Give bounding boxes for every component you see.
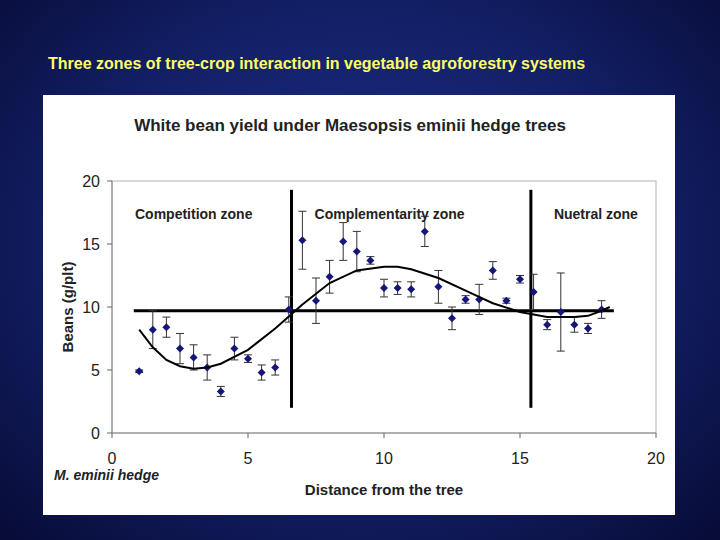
x-tick bbox=[112, 433, 113, 438]
zone-boundary bbox=[290, 190, 293, 408]
chart-title: White bean yield under Maesopsis eminii … bbox=[134, 116, 566, 135]
data-point bbox=[353, 248, 361, 256]
data-point bbox=[502, 297, 510, 305]
error-bar bbox=[462, 296, 470, 304]
slide-title: Three zones of tree-crop interaction in … bbox=[48, 55, 585, 72]
data-point bbox=[584, 324, 592, 332]
error-bar bbox=[557, 273, 565, 351]
error-bar bbox=[366, 257, 374, 265]
data-point bbox=[162, 323, 170, 331]
horizontal-reference-line bbox=[134, 309, 614, 312]
x-tick-label: 10 bbox=[375, 450, 393, 467]
y-tick-label: 10 bbox=[82, 299, 100, 316]
error-bar bbox=[407, 282, 415, 297]
y-axis-label: Beans (g/plt) bbox=[59, 262, 76, 353]
error-bar bbox=[271, 360, 279, 375]
data-point bbox=[271, 363, 279, 371]
data-point bbox=[258, 369, 266, 377]
x-tick-label: 5 bbox=[244, 450, 253, 467]
error-bar bbox=[326, 260, 334, 293]
y-tick-label: 5 bbox=[91, 362, 100, 379]
data-point bbox=[176, 345, 184, 353]
data-point bbox=[135, 367, 143, 375]
error-bar bbox=[475, 284, 483, 314]
origin-label: M. eminii hedge bbox=[54, 467, 159, 483]
data-point bbox=[326, 273, 334, 281]
data-point bbox=[244, 355, 252, 363]
data-point bbox=[149, 326, 157, 334]
error-bar bbox=[394, 282, 402, 295]
error-bar bbox=[190, 345, 198, 370]
zone-label: Complementarity zone bbox=[315, 206, 465, 222]
data-point bbox=[434, 283, 442, 291]
data-point bbox=[557, 308, 565, 316]
x-axis-label: Distance from the tree bbox=[305, 481, 463, 498]
data-point bbox=[298, 236, 306, 244]
x-tick-label: 15 bbox=[511, 450, 529, 467]
error-bar bbox=[339, 223, 347, 261]
data-point bbox=[462, 295, 470, 303]
trend-line bbox=[139, 267, 610, 369]
error-bar bbox=[162, 317, 170, 337]
plot-frame bbox=[112, 181, 656, 433]
data-point bbox=[407, 285, 415, 293]
plot-data bbox=[134, 190, 614, 408]
chart-panel bbox=[43, 95, 675, 515]
y-tick bbox=[107, 370, 112, 371]
data-point bbox=[543, 321, 551, 329]
data-point bbox=[339, 237, 347, 245]
y-tick-label: 15 bbox=[82, 236, 100, 253]
data-point bbox=[217, 387, 225, 395]
zone-label: Competition zone bbox=[135, 206, 253, 222]
error-bar bbox=[489, 262, 497, 280]
y-tick-label: 0 bbox=[91, 425, 100, 442]
error-bar bbox=[434, 270, 442, 303]
error-bar bbox=[530, 274, 538, 309]
y-tick bbox=[107, 244, 112, 245]
y-tick bbox=[107, 433, 112, 434]
x-tick-label: 0 bbox=[108, 450, 117, 467]
data-point bbox=[570, 321, 578, 329]
x-tick bbox=[248, 433, 249, 438]
zone-boundary bbox=[529, 190, 532, 408]
error-bar bbox=[217, 386, 225, 396]
data-point bbox=[394, 284, 402, 292]
zone-label: Nuetral zone bbox=[554, 206, 638, 222]
x-tick bbox=[520, 433, 521, 438]
error-bar bbox=[380, 279, 388, 297]
error-bar bbox=[298, 211, 306, 269]
error-bar bbox=[584, 323, 592, 333]
data-point bbox=[516, 275, 524, 283]
slide: Three zones of tree-crop interaction in … bbox=[0, 0, 720, 540]
data-point bbox=[530, 288, 538, 296]
data-point bbox=[230, 345, 238, 353]
x-tick bbox=[656, 433, 657, 438]
error-bar bbox=[258, 365, 266, 380]
data-point bbox=[380, 284, 388, 292]
error-bar bbox=[353, 231, 361, 271]
y-tick-label: 20 bbox=[82, 173, 100, 190]
data-point bbox=[489, 266, 497, 274]
data-point bbox=[421, 227, 429, 235]
data-point bbox=[448, 314, 456, 322]
data-point bbox=[366, 256, 374, 264]
x-tick bbox=[384, 433, 385, 438]
error-bar bbox=[570, 317, 578, 332]
y-tick bbox=[107, 181, 112, 182]
data-point bbox=[312, 297, 320, 305]
x-tick-label: 20 bbox=[647, 450, 665, 467]
error-bar bbox=[244, 355, 252, 363]
data-point bbox=[190, 353, 198, 361]
y-tick bbox=[107, 307, 112, 308]
error-bar bbox=[448, 307, 456, 330]
error-bar bbox=[516, 276, 524, 284]
data-point bbox=[285, 306, 293, 314]
error-bar bbox=[312, 278, 320, 323]
error-bar bbox=[176, 333, 184, 363]
error-bar bbox=[543, 320, 551, 330]
